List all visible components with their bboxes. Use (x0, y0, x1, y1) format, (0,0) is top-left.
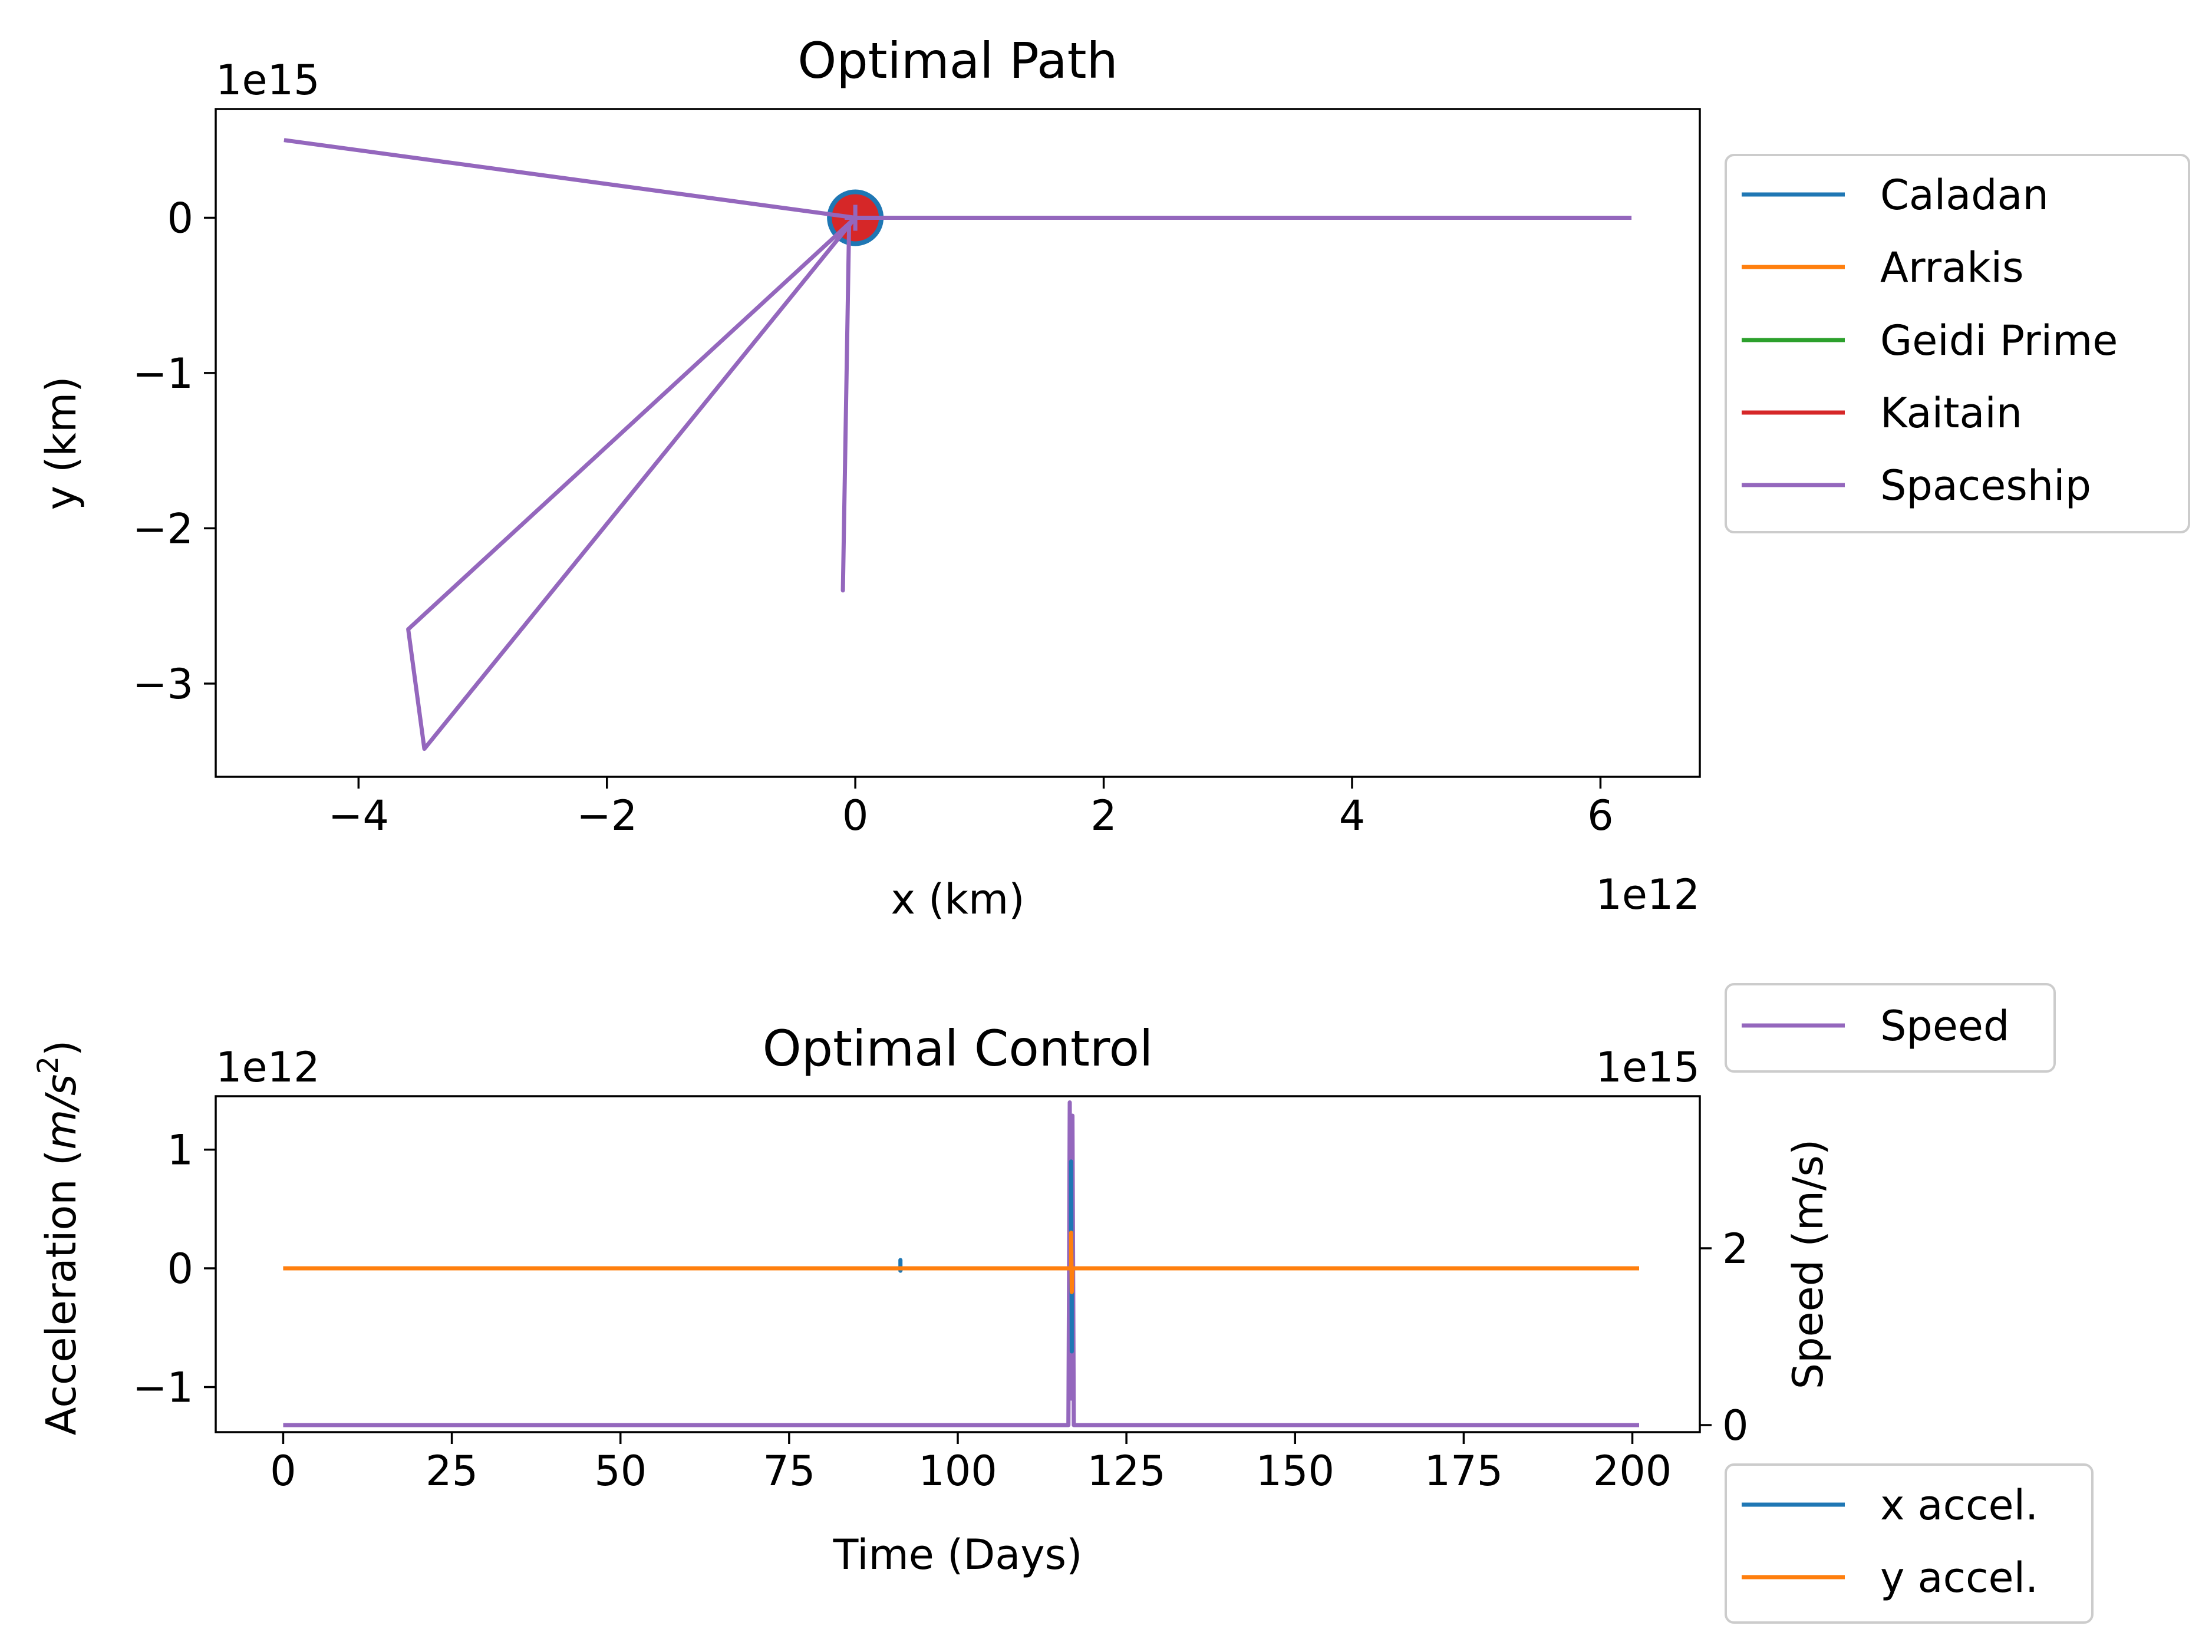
control-x-tick-label: 0 (270, 1447, 296, 1495)
path-y-tick-label: −2 (133, 504, 193, 553)
path-y-multiplier: 1e15 (216, 56, 320, 104)
legend-item-geidi-prime: Geidi Prime (1742, 316, 2118, 365)
control-y2-tick-label: 2 (1722, 1225, 1749, 1273)
accel-legend: x accel. y accel. (1725, 1463, 2094, 1624)
speed-legend-frame (1725, 983, 2056, 1073)
control-y-axis-label: Acceleration (m/s2) (32, 1040, 85, 1436)
legend-item-caladan: Caladan (1742, 171, 2049, 219)
control-x-tick-label: 75 (763, 1447, 815, 1495)
control-chart-title: Optimal Control (763, 1020, 1153, 1077)
legend-label-spaceship: Spaceship (1880, 461, 2091, 510)
legend-item-arrakis: Arrakis (1742, 243, 2024, 292)
legend-label-y-accel: y accel. (1880, 1554, 2038, 1602)
legend-label-caladan: Caladan (1880, 171, 2049, 219)
path-x-ticks: −4 −2 0 2 4 6 (328, 777, 1614, 840)
control-y-label-math: m/s (37, 1074, 85, 1150)
control-x-tick-label: 100 (918, 1447, 997, 1495)
control-y2-tick-label: 0 (1722, 1402, 1749, 1450)
control-y-multiplier: 1e12 (216, 1043, 320, 1092)
control-y-label-end: ) (37, 1040, 85, 1056)
legend-label-x-accel: x accel. (1880, 1481, 2038, 1529)
legend-item-y-accel: y accel. (1742, 1554, 2038, 1602)
control-y-ticks: 1 0 −1 (133, 1126, 216, 1412)
path-chart: Optimal Path 1e15 1e12 −4 −2 0 2 4 6 0−1−2−3 … (37, 32, 2190, 924)
path-x-tick-label: −4 (328, 792, 389, 840)
control-y-label-main: Acceleration ( (37, 1150, 85, 1436)
control-y-tick-label: −1 (133, 1363, 193, 1412)
path-y-tick-label: 0 (167, 194, 193, 242)
path-legend: Caladan Arrakis Geidi Prime Kaitain Spac… (1725, 154, 2190, 533)
path-y-ticks: 0 −1 −2 −3 (133, 194, 216, 708)
path-x-tick-label: 4 (1339, 792, 1366, 840)
legend-label-arrakis: Arrakis (1880, 243, 2024, 292)
control-x-axis-label: Time (Days) (833, 1531, 1083, 1579)
legend-label-kaitain: Kaitain (1880, 389, 2022, 437)
legend-item-speed: Speed (1742, 1002, 2009, 1050)
legend-item-kaitain: Kaitain (1742, 389, 2022, 437)
series-line-speed (283, 1100, 1639, 1427)
path-x-multiplier: 1e12 (1595, 870, 1700, 919)
series-line-spaceship (283, 138, 1632, 751)
control-x-tick-label: 25 (426, 1447, 478, 1495)
path-y-axis-label: y (km) (37, 376, 85, 510)
legend-label-speed: Speed (1880, 1002, 2009, 1050)
series-line-x-accel (283, 1159, 1639, 1354)
series-line-y-accel (283, 1231, 1639, 1294)
path-plot-area (283, 138, 1632, 751)
path-chart-title: Optimal Path (797, 32, 1118, 90)
path-axes-frame (215, 108, 1701, 778)
path-x-tick-label: 0 (842, 792, 869, 840)
control-x-tick-label: 200 (1593, 1447, 1672, 1495)
path-y-tick-label: −1 (133, 349, 193, 398)
legend-label-geidi-prime: Geidi Prime (1880, 316, 2118, 365)
legend-item-x-accel: x accel. (1742, 1481, 2038, 1529)
control-y-tick-label: 0 (167, 1245, 193, 1293)
control-axes-frame (215, 1095, 1701, 1433)
path-y-tick-label: −3 (133, 660, 193, 708)
control-x-tick-label: 150 (1255, 1447, 1334, 1495)
path-x-tick-label: 6 (1587, 792, 1614, 840)
control-y2-axis-label: Speed (m/s) (1784, 1139, 1832, 1390)
control-y2-multiplier: 1e15 (1595, 1043, 1700, 1092)
path-x-tick-label: −2 (576, 792, 637, 840)
speed-legend: Speed (1725, 983, 2056, 1073)
control-y-label-sup: 2 (32, 1056, 65, 1074)
legend-item-spaceship: Spaceship (1742, 461, 2091, 510)
path-legend-frame (1725, 154, 2190, 533)
control-y2-ticks: 20 (1700, 1225, 1749, 1450)
control-plot-area (283, 1100, 1639, 1427)
control-x-tick-label: 50 (594, 1447, 647, 1495)
path-x-tick-label: 2 (1090, 792, 1117, 840)
control-chart: Optimal Control 1e12 1e15 0 25 50 75 100 125 1… (32, 983, 2094, 1624)
control-y-tick-label: 1 (167, 1126, 193, 1175)
control-x-tick-label: 125 (1087, 1447, 1166, 1495)
control-x-tick-label: 175 (1425, 1447, 1504, 1495)
control-x-ticks: 0 25 50 75 100 125 150 175 200 (270, 1432, 1672, 1495)
path-x-axis-label: x (km) (891, 875, 1024, 924)
